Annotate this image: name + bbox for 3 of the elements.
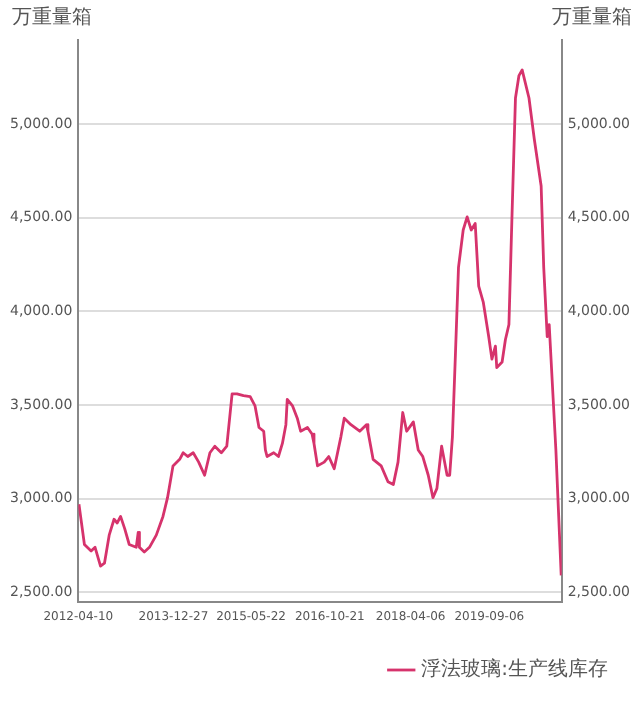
y2-axis-title: 万重量箱 [552,5,632,30]
y-axis-title: 万重量箱 [12,5,92,30]
legend-label: 浮法玻璃:生产线库存 [421,657,609,682]
